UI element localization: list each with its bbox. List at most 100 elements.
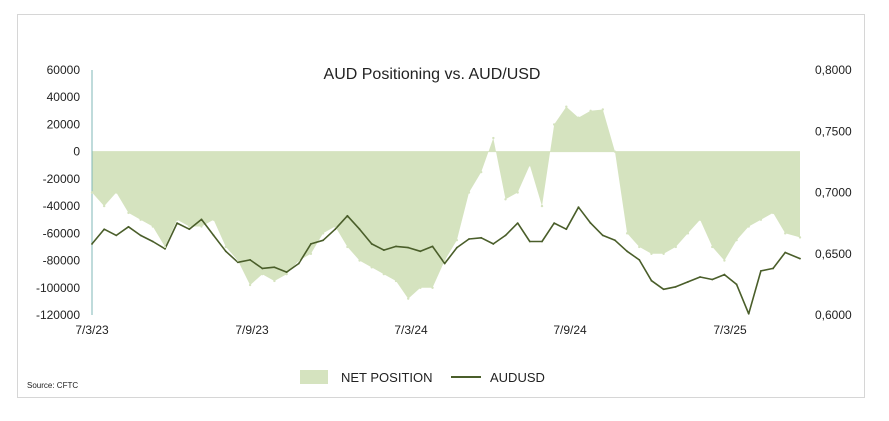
audusd-point bbox=[735, 283, 738, 286]
net-position-point bbox=[638, 245, 641, 249]
net-position-point bbox=[139, 218, 142, 221]
net-position-point bbox=[334, 225, 337, 228]
left-axis-tick-label: 60000 bbox=[47, 63, 81, 77]
audusd-point bbox=[334, 228, 337, 231]
chart-title: AUD Positioning vs. AUD/USD bbox=[324, 66, 541, 83]
net-position-point bbox=[224, 245, 227, 249]
x-axis-tick-label: 7/9/24 bbox=[553, 323, 587, 337]
net-position-point bbox=[698, 218, 702, 221]
audusd-point bbox=[799, 257, 801, 260]
net-position-point bbox=[346, 245, 349, 249]
net-position-point bbox=[552, 123, 556, 126]
source-note: Source: CFTC bbox=[27, 381, 78, 390]
net-position-point bbox=[467, 191, 471, 194]
net-position-point bbox=[431, 286, 434, 289]
left-axis-tick-label: -20000 bbox=[43, 172, 81, 186]
net-position-point bbox=[236, 259, 240, 262]
net-position-point bbox=[212, 218, 215, 221]
audusd-point bbox=[176, 222, 179, 225]
audusd-point bbox=[784, 251, 787, 254]
audusd-point bbox=[504, 234, 507, 237]
net-position-point bbox=[650, 252, 653, 255]
audusd-point bbox=[711, 278, 714, 281]
audusd-point bbox=[614, 239, 616, 242]
audusd-point bbox=[382, 249, 385, 251]
left-axis-tick-label: -80000 bbox=[43, 254, 81, 268]
x-axis-tick-label: 7/3/25 bbox=[713, 323, 747, 337]
net-position-point bbox=[382, 272, 386, 276]
right-axis-tick-label: 0,6000 bbox=[815, 308, 852, 322]
net-position-point bbox=[102, 204, 106, 208]
audusd-point bbox=[346, 214, 349, 217]
net-position-point bbox=[601, 108, 605, 111]
net-position-point bbox=[784, 232, 787, 235]
audusd-point bbox=[431, 245, 434, 248]
net-position-point bbox=[394, 279, 398, 283]
legend-label-net-position: NET POSITION bbox=[341, 370, 433, 385]
x-axis-tick-label: 7/9/23 bbox=[235, 323, 269, 337]
net-position-point bbox=[407, 297, 410, 300]
net-position-point bbox=[759, 218, 763, 221]
net-position-point bbox=[711, 245, 714, 249]
audusd-point bbox=[164, 247, 166, 250]
net-position-point bbox=[273, 279, 276, 283]
x-axis-tick-label: 7/3/23 bbox=[75, 323, 109, 337]
net-position-point bbox=[90, 191, 94, 194]
net-position-point bbox=[674, 245, 677, 249]
audusd-point bbox=[285, 271, 288, 274]
net-position-point bbox=[419, 286, 422, 289]
net-position-point bbox=[188, 225, 191, 228]
net-position-point bbox=[261, 272, 264, 276]
x-axis-tick-label: 7/3/24 bbox=[394, 323, 428, 337]
net-position-point bbox=[248, 283, 252, 287]
audusd-point bbox=[638, 258, 641, 261]
audusd-point bbox=[601, 234, 604, 237]
audusd-point bbox=[127, 225, 130, 228]
audusd-point bbox=[662, 288, 665, 291]
net-position-point bbox=[151, 225, 155, 228]
net-position-point bbox=[115, 191, 118, 194]
audusd-point bbox=[103, 228, 106, 231]
net-position-point bbox=[370, 266, 373, 269]
audusd-point bbox=[261, 267, 264, 270]
audusd-point bbox=[589, 222, 592, 225]
right-axis-ticks: 0,8000 0,7500 0,7000 0,6500 0,6000 bbox=[815, 63, 852, 322]
net-position-point bbox=[771, 211, 775, 215]
left-axis-tick-label: 40000 bbox=[47, 90, 81, 104]
net-position-point bbox=[492, 136, 495, 140]
audusd-point bbox=[650, 279, 653, 282]
net-position-point bbox=[577, 116, 580, 119]
net-position-point bbox=[455, 238, 459, 242]
net-position-point bbox=[686, 232, 690, 235]
audusd-point bbox=[699, 276, 701, 278]
audusd-point bbox=[528, 240, 531, 243]
left-axis-tick-label: -100000 bbox=[36, 281, 80, 295]
audusd-point bbox=[224, 250, 227, 253]
net-position-point bbox=[516, 191, 519, 194]
audusd-point bbox=[443, 262, 446, 265]
audusd-point bbox=[115, 234, 118, 237]
audusd-point bbox=[395, 245, 397, 248]
net-position-point bbox=[443, 259, 446, 262]
audusd-point bbox=[626, 250, 629, 253]
audusd-point bbox=[273, 266, 276, 269]
audusd-point bbox=[674, 285, 677, 288]
legend-label-audusd: AUDUSD bbox=[490, 370, 545, 385]
left-axis-tick-label: 0 bbox=[73, 145, 80, 159]
audusd-point bbox=[541, 240, 543, 243]
net-position-point bbox=[163, 245, 167, 249]
left-axis-ticks: 60000 40000 20000 0 -20000 -40000 -60000 -80000… bbox=[36, 63, 80, 322]
net-position-point bbox=[662, 252, 665, 255]
net-position-point bbox=[504, 198, 507, 201]
audusd-point bbox=[760, 270, 762, 272]
net-position-point bbox=[358, 259, 361, 262]
net-position-point bbox=[540, 204, 544, 208]
audusd-point bbox=[188, 228, 191, 231]
audusd-point bbox=[358, 228, 361, 231]
net-position-point bbox=[613, 150, 617, 153]
audusd-point bbox=[492, 243, 495, 245]
legend: NET POSITION AUDUSD bbox=[300, 370, 545, 385]
audusd-point bbox=[310, 243, 312, 245]
net-position-point bbox=[723, 259, 726, 262]
left-axis-tick-label: -120000 bbox=[36, 308, 80, 322]
